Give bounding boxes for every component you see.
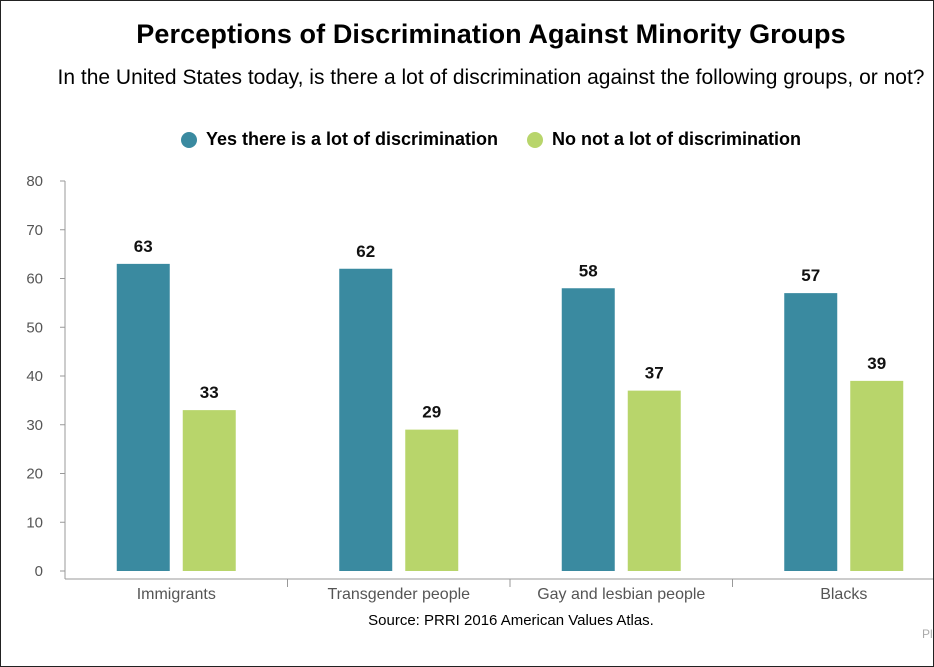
- data-label: 33: [200, 383, 219, 402]
- y-tick-label: 80: [26, 173, 43, 190]
- y-tick-label: 10: [26, 514, 43, 531]
- y-tick-label: 70: [26, 222, 43, 239]
- bar: [784, 293, 837, 571]
- bar: [405, 430, 458, 571]
- y-tick-label: 50: [26, 319, 43, 336]
- data-label: 37: [645, 364, 664, 383]
- bar: [562, 288, 615, 571]
- y-tick-label: 30: [26, 417, 43, 434]
- data-label: 62: [356, 242, 375, 261]
- bar: [850, 381, 903, 571]
- bar: [183, 410, 236, 571]
- x-tick-label: Gay and lesbian people: [537, 586, 705, 603]
- y-tick-label: 0: [35, 563, 43, 580]
- data-label: 29: [422, 403, 441, 422]
- x-tick-label: Blacks: [820, 586, 867, 603]
- data-label: 58: [579, 261, 598, 280]
- x-tick-label: Transgender people: [327, 586, 470, 603]
- credit-text: Pl: [922, 627, 933, 641]
- y-tick-label: 20: [26, 466, 43, 483]
- bar: [628, 391, 681, 571]
- bar: [117, 264, 170, 571]
- source-note: Source: PRRI 2016 American Values Atlas.: [1, 612, 934, 629]
- data-label: 63: [134, 237, 153, 256]
- y-tick-label: 60: [26, 271, 43, 288]
- data-label: 57: [801, 266, 820, 285]
- x-tick-label: Immigrants: [137, 586, 216, 603]
- y-tick-label: 40: [26, 368, 43, 385]
- bar: [339, 269, 392, 571]
- data-label: 39: [867, 354, 886, 373]
